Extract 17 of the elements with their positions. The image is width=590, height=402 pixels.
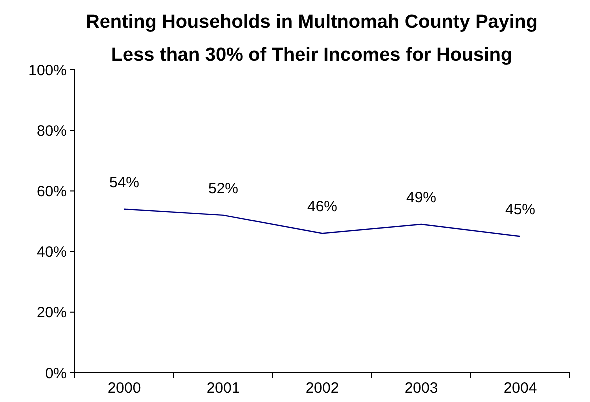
data-label: 54%	[109, 174, 140, 192]
y-tick-label: 80%	[36, 122, 67, 140]
x-tick-label: 2003	[404, 380, 438, 397]
y-tick-label: 100%	[28, 62, 67, 80]
x-tick-label: 2004	[504, 380, 538, 397]
data-label: 45%	[505, 202, 536, 219]
x-tick-label: 2001	[206, 380, 240, 397]
y-tick-label: 0%	[45, 365, 67, 382]
chart-title: Renting Households in Multnomah County Paying Less than 30% of Their Incomes for Housing	[86, 12, 538, 66]
x-tick-label: 2000	[108, 380, 142, 397]
y-tick-label: 60%	[36, 183, 67, 200]
data-label: 46%	[307, 198, 338, 216]
y-tick-label: 20%	[36, 304, 67, 322]
x-tick-label: 2002	[306, 380, 340, 397]
data-label: 52%	[208, 180, 239, 198]
y-tick-label: 40%	[36, 244, 67, 262]
data-label: 49%	[406, 190, 437, 207]
